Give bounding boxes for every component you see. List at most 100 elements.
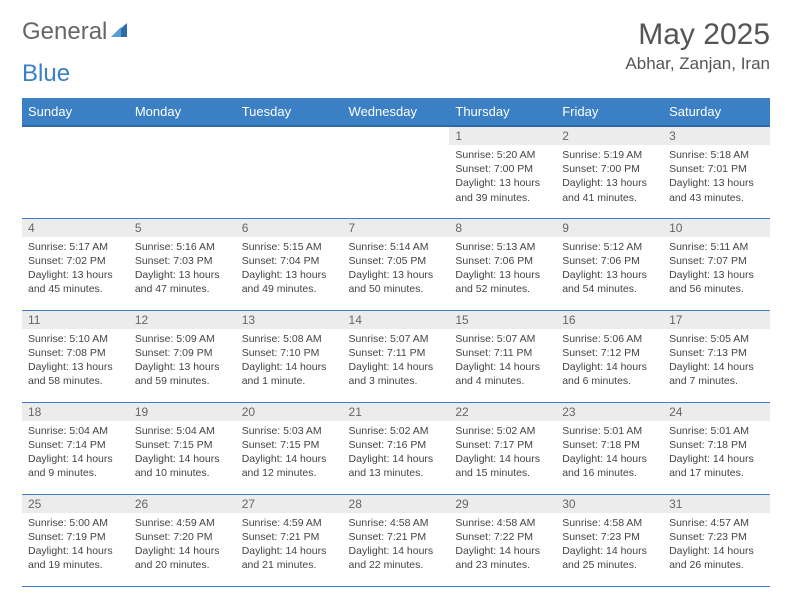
sunset-text: Sunset: 7:21 PM bbox=[242, 530, 337, 544]
calendar-day-cell: 8Sunrise: 5:13 AMSunset: 7:06 PMDaylight… bbox=[449, 218, 556, 310]
day-details: Sunrise: 5:00 AMSunset: 7:19 PMDaylight:… bbox=[22, 513, 129, 577]
day-header: Sunday bbox=[22, 98, 129, 126]
day-number: 26 bbox=[129, 495, 236, 513]
calendar-day-cell: 28Sunrise: 4:58 AMSunset: 7:21 PMDayligh… bbox=[343, 494, 450, 586]
sunset-text: Sunset: 7:18 PM bbox=[669, 438, 764, 452]
sunrise-text: Sunrise: 5:13 AM bbox=[455, 240, 550, 254]
calendar-day-cell bbox=[236, 126, 343, 218]
sunset-text: Sunset: 7:22 PM bbox=[455, 530, 550, 544]
calendar-day-cell: 6Sunrise: 5:15 AMSunset: 7:04 PMDaylight… bbox=[236, 218, 343, 310]
daylight-text: Daylight: 13 hours and 59 minutes. bbox=[135, 360, 230, 388]
calendar-day-cell: 3Sunrise: 5:18 AMSunset: 7:01 PMDaylight… bbox=[663, 126, 770, 218]
daylight-text: Daylight: 14 hours and 17 minutes. bbox=[669, 452, 764, 480]
day-number: 1 bbox=[449, 127, 556, 145]
calendar-week-row: 4Sunrise: 5:17 AMSunset: 7:02 PMDaylight… bbox=[22, 218, 770, 310]
daylight-text: Daylight: 13 hours and 54 minutes. bbox=[562, 268, 657, 296]
day-number: 17 bbox=[663, 311, 770, 329]
day-number bbox=[343, 127, 450, 145]
calendar-day-cell: 7Sunrise: 5:14 AMSunset: 7:05 PMDaylight… bbox=[343, 218, 450, 310]
daylight-text: Daylight: 14 hours and 12 minutes. bbox=[242, 452, 337, 480]
daylight-text: Daylight: 13 hours and 52 minutes. bbox=[455, 268, 550, 296]
sunset-text: Sunset: 7:14 PM bbox=[28, 438, 123, 452]
sunrise-text: Sunrise: 5:01 AM bbox=[562, 424, 657, 438]
sunset-text: Sunset: 7:00 PM bbox=[562, 162, 657, 176]
calendar-day-cell: 24Sunrise: 5:01 AMSunset: 7:18 PMDayligh… bbox=[663, 402, 770, 494]
calendar-week-row: 11Sunrise: 5:10 AMSunset: 7:08 PMDayligh… bbox=[22, 310, 770, 402]
day-details: Sunrise: 4:58 AMSunset: 7:21 PMDaylight:… bbox=[343, 513, 450, 577]
daylight-text: Daylight: 14 hours and 15 minutes. bbox=[455, 452, 550, 480]
day-number: 15 bbox=[449, 311, 556, 329]
daylight-text: Daylight: 14 hours and 3 minutes. bbox=[349, 360, 444, 388]
sunset-text: Sunset: 7:11 PM bbox=[455, 346, 550, 360]
sunset-text: Sunset: 7:15 PM bbox=[135, 438, 230, 452]
day-details: Sunrise: 5:08 AMSunset: 7:10 PMDaylight:… bbox=[236, 329, 343, 393]
day-details: Sunrise: 5:07 AMSunset: 7:11 PMDaylight:… bbox=[449, 329, 556, 393]
calendar-day-cell: 4Sunrise: 5:17 AMSunset: 7:02 PMDaylight… bbox=[22, 218, 129, 310]
sunset-text: Sunset: 7:05 PM bbox=[349, 254, 444, 268]
day-details: Sunrise: 5:05 AMSunset: 7:13 PMDaylight:… bbox=[663, 329, 770, 393]
daylight-text: Daylight: 14 hours and 20 minutes. bbox=[135, 544, 230, 572]
day-details: Sunrise: 5:13 AMSunset: 7:06 PMDaylight:… bbox=[449, 237, 556, 301]
daylight-text: Daylight: 14 hours and 26 minutes. bbox=[669, 544, 764, 572]
sunset-text: Sunset: 7:16 PM bbox=[349, 438, 444, 452]
daylight-text: Daylight: 14 hours and 4 minutes. bbox=[455, 360, 550, 388]
sunrise-text: Sunrise: 4:57 AM bbox=[669, 516, 764, 530]
sunset-text: Sunset: 7:09 PM bbox=[135, 346, 230, 360]
day-details: Sunrise: 4:58 AMSunset: 7:22 PMDaylight:… bbox=[449, 513, 556, 577]
calendar-header-row: SundayMondayTuesdayWednesdayThursdayFrid… bbox=[22, 98, 770, 126]
daylight-text: Daylight: 14 hours and 6 minutes. bbox=[562, 360, 657, 388]
calendar-day-cell: 26Sunrise: 4:59 AMSunset: 7:20 PMDayligh… bbox=[129, 494, 236, 586]
daylight-text: Daylight: 13 hours and 45 minutes. bbox=[28, 268, 123, 296]
calendar-table: SundayMondayTuesdayWednesdayThursdayFrid… bbox=[22, 98, 770, 587]
calendar-day-cell: 17Sunrise: 5:05 AMSunset: 7:13 PMDayligh… bbox=[663, 310, 770, 402]
day-number bbox=[22, 127, 129, 145]
sunrise-text: Sunrise: 5:04 AM bbox=[28, 424, 123, 438]
daylight-text: Daylight: 14 hours and 9 minutes. bbox=[28, 452, 123, 480]
sunset-text: Sunset: 7:15 PM bbox=[242, 438, 337, 452]
day-details: Sunrise: 5:12 AMSunset: 7:06 PMDaylight:… bbox=[556, 237, 663, 301]
day-details: Sunrise: 5:01 AMSunset: 7:18 PMDaylight:… bbox=[556, 421, 663, 485]
daylight-text: Daylight: 14 hours and 23 minutes. bbox=[455, 544, 550, 572]
calendar-day-cell: 23Sunrise: 5:01 AMSunset: 7:18 PMDayligh… bbox=[556, 402, 663, 494]
day-number: 5 bbox=[129, 219, 236, 237]
day-details: Sunrise: 4:59 AMSunset: 7:20 PMDaylight:… bbox=[129, 513, 236, 577]
calendar-day-cell: 16Sunrise: 5:06 AMSunset: 7:12 PMDayligh… bbox=[556, 310, 663, 402]
day-number: 3 bbox=[663, 127, 770, 145]
sunset-text: Sunset: 7:23 PM bbox=[562, 530, 657, 544]
sunset-text: Sunset: 7:06 PM bbox=[562, 254, 657, 268]
sunrise-text: Sunrise: 5:19 AM bbox=[562, 148, 657, 162]
day-number: 10 bbox=[663, 219, 770, 237]
calendar-day-cell: 11Sunrise: 5:10 AMSunset: 7:08 PMDayligh… bbox=[22, 310, 129, 402]
day-details: Sunrise: 5:07 AMSunset: 7:11 PMDaylight:… bbox=[343, 329, 450, 393]
sunrise-text: Sunrise: 5:07 AM bbox=[455, 332, 550, 346]
daylight-text: Daylight: 14 hours and 7 minutes. bbox=[669, 360, 764, 388]
calendar-day-cell bbox=[22, 126, 129, 218]
day-details: Sunrise: 5:16 AMSunset: 7:03 PMDaylight:… bbox=[129, 237, 236, 301]
day-number: 24 bbox=[663, 403, 770, 421]
day-details: Sunrise: 4:58 AMSunset: 7:23 PMDaylight:… bbox=[556, 513, 663, 577]
sunrise-text: Sunrise: 5:16 AM bbox=[135, 240, 230, 254]
day-number: 8 bbox=[449, 219, 556, 237]
day-number: 21 bbox=[343, 403, 450, 421]
daylight-text: Daylight: 14 hours and 22 minutes. bbox=[349, 544, 444, 572]
day-details: Sunrise: 5:20 AMSunset: 7:00 PMDaylight:… bbox=[449, 145, 556, 209]
day-details: Sunrise: 5:11 AMSunset: 7:07 PMDaylight:… bbox=[663, 237, 770, 301]
logo-text-general: General bbox=[22, 18, 107, 46]
day-details: Sunrise: 5:09 AMSunset: 7:09 PMDaylight:… bbox=[129, 329, 236, 393]
day-number: 30 bbox=[556, 495, 663, 513]
sunrise-text: Sunrise: 5:04 AM bbox=[135, 424, 230, 438]
day-details: Sunrise: 5:19 AMSunset: 7:00 PMDaylight:… bbox=[556, 145, 663, 209]
day-details: Sunrise: 5:10 AMSunset: 7:08 PMDaylight:… bbox=[22, 329, 129, 393]
calendar-body: 1Sunrise: 5:20 AMSunset: 7:00 PMDaylight… bbox=[22, 126, 770, 586]
day-header: Tuesday bbox=[236, 98, 343, 126]
sunset-text: Sunset: 7:21 PM bbox=[349, 530, 444, 544]
sunset-text: Sunset: 7:01 PM bbox=[669, 162, 764, 176]
day-number: 31 bbox=[663, 495, 770, 513]
calendar-week-row: 18Sunrise: 5:04 AMSunset: 7:14 PMDayligh… bbox=[22, 402, 770, 494]
day-details: Sunrise: 4:57 AMSunset: 7:23 PMDaylight:… bbox=[663, 513, 770, 577]
sunset-text: Sunset: 7:08 PM bbox=[28, 346, 123, 360]
calendar-day-cell: 18Sunrise: 5:04 AMSunset: 7:14 PMDayligh… bbox=[22, 402, 129, 494]
day-header: Monday bbox=[129, 98, 236, 126]
day-number: 23 bbox=[556, 403, 663, 421]
calendar-day-cell: 25Sunrise: 5:00 AMSunset: 7:19 PMDayligh… bbox=[22, 494, 129, 586]
